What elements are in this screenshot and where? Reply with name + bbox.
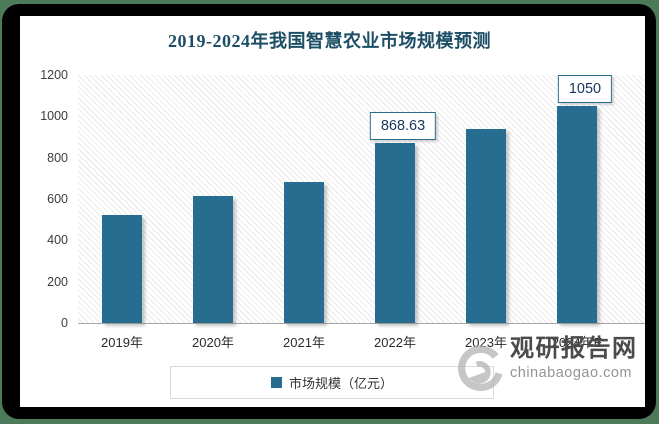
watermark-site-url: chinabaogao.com <box>510 365 632 381</box>
y-axis-tick-400: 400 <box>47 233 68 248</box>
watermark-text: 观研报告网 chinabaogao.com <box>510 334 638 382</box>
y-axis-tick-1000: 1000 <box>40 109 68 124</box>
plot-area <box>78 75 645 323</box>
legend: 市场规模（亿元） <box>170 366 494 399</box>
bar-2020年 <box>193 195 233 323</box>
y-axis-tick-200: 200 <box>47 274 68 289</box>
y-axis-tick-0: 0 <box>61 316 68 330</box>
bar-2024年E <box>557 106 597 323</box>
x-axis-label-2022年: 2022年 <box>374 335 416 350</box>
y-axis-tick-600: 600 <box>47 192 68 206</box>
chinabaogao-swirl-logo-icon <box>458 345 503 391</box>
bar-2021年 <box>284 182 324 323</box>
data-label-2022年: 868.63 <box>369 112 437 141</box>
legend-label: 市场规模（亿元） <box>288 376 393 391</box>
watermark: 观研报告网 chinabaogao.com <box>452 334 638 398</box>
x-axis-line <box>78 323 645 324</box>
legend-swatch-icon <box>270 377 282 388</box>
x-axis-label-2020年: 2020年 <box>192 335 234 350</box>
x-axis-label-2024年E: 2024年E <box>551 335 603 350</box>
bar-2023年 <box>466 129 506 323</box>
data-label-2024年E: 1050 <box>557 75 613 103</box>
x-axis-label-2021年: 2021年 <box>283 335 325 350</box>
y-axis-tick-1200: 1200 <box>40 68 68 82</box>
y-axis-tick-800: 800 <box>47 150 68 165</box>
bar-2022年 <box>375 143 415 323</box>
chart-title: 2019-2024年我国智慧农业市场规模预测 <box>168 31 491 51</box>
watermark-site-name: 观研报告网 <box>510 335 638 362</box>
x-axis-label-2019年: 2019年 <box>101 335 143 350</box>
bar-2019年 <box>102 215 142 323</box>
